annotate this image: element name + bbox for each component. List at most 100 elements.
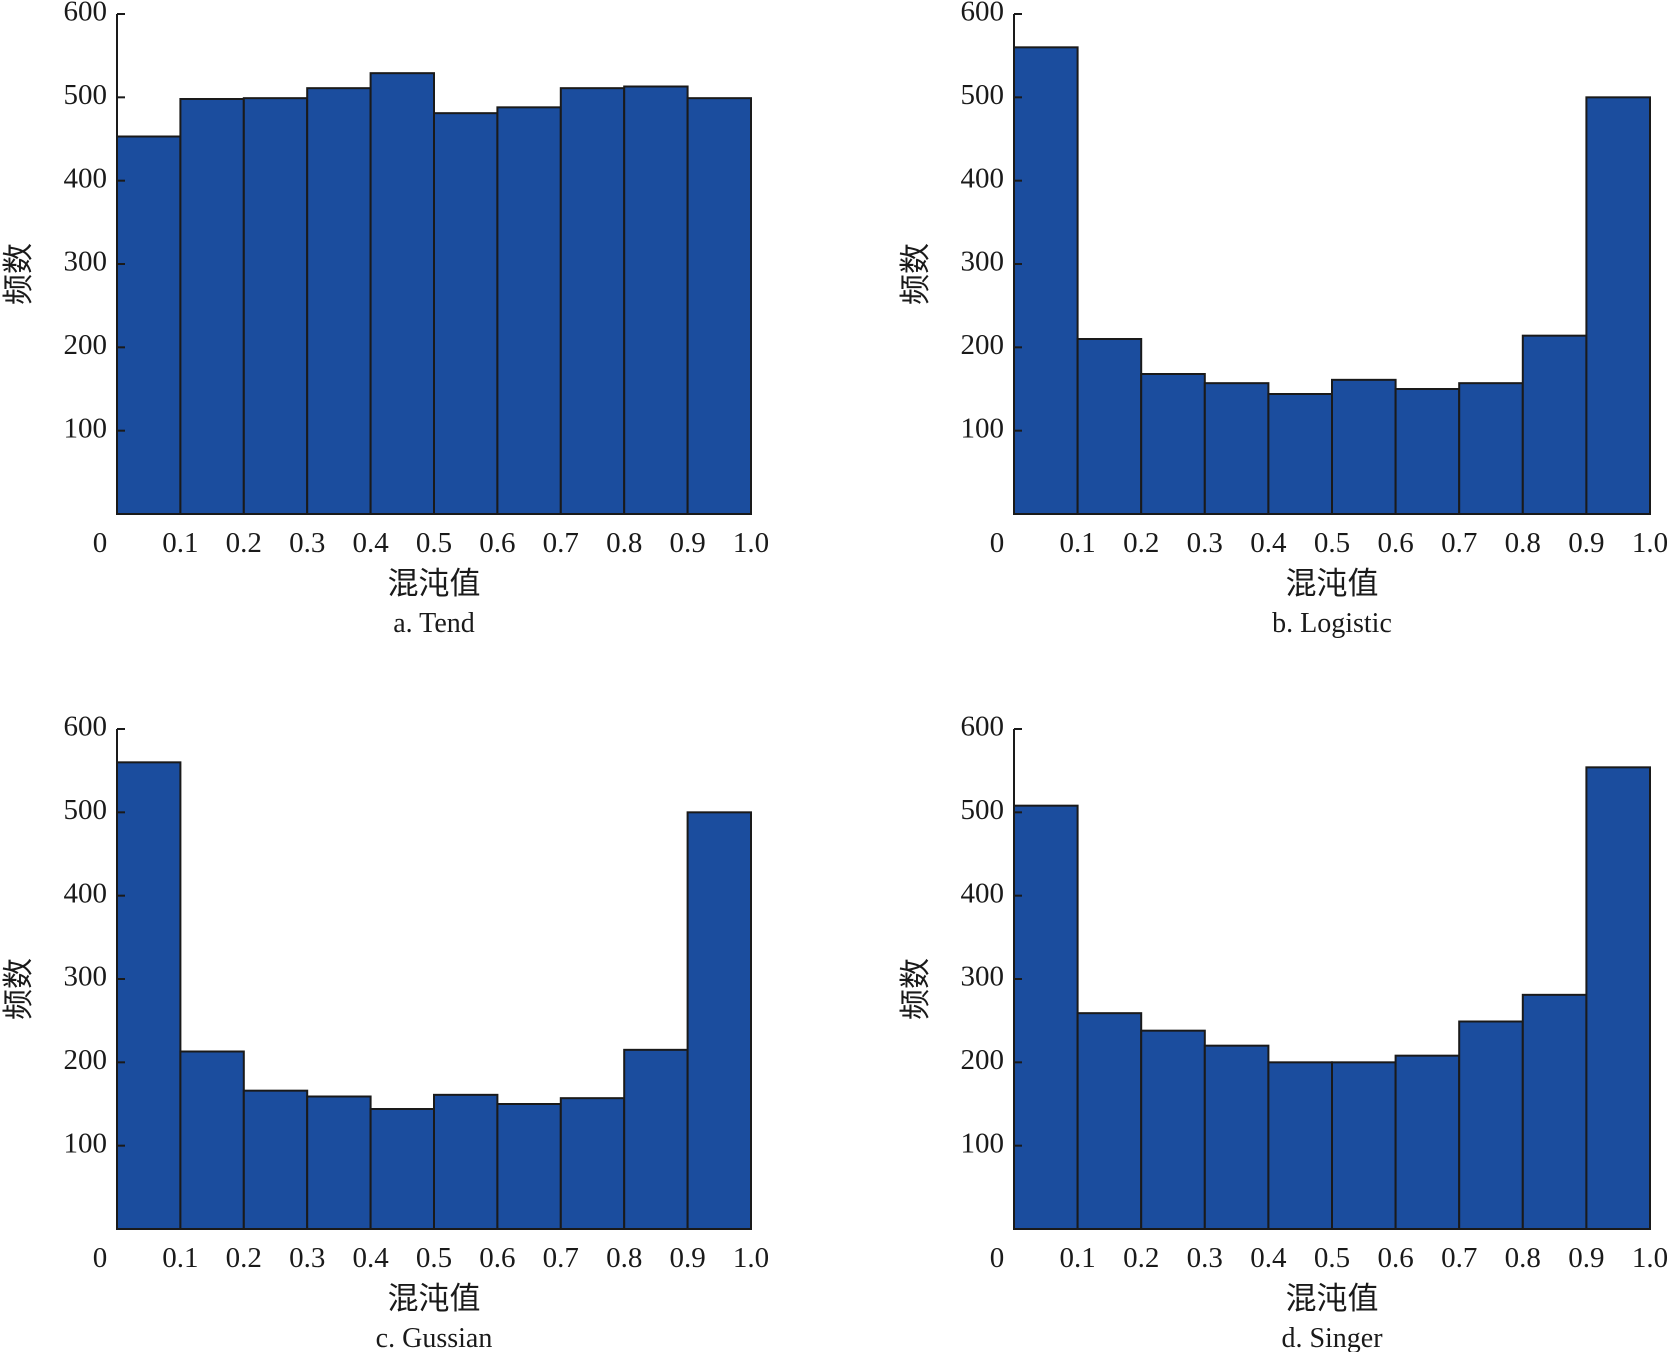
histogram-bar <box>1458 382 1524 515</box>
x-tick-label: 0.9 <box>669 527 705 559</box>
x-tick-label: 0.7 <box>1441 1242 1477 1274</box>
y-tick-label: 100 <box>64 412 108 444</box>
x-tick-label: 0.7 <box>543 527 579 559</box>
x-tick-label: 0.5 <box>1314 527 1350 559</box>
x-tick-label: 0.6 <box>479 527 515 559</box>
chart-panel-2: 100 200 300 400 500 600 0 0.1 0.2 0.3 0.4 0.5 0.6 0.7… <box>898 0 1668 639</box>
histogram-bar <box>686 97 752 516</box>
x-tick-label: 0.4 <box>1250 527 1287 559</box>
x-tick-label: 0.3 <box>1187 527 1223 559</box>
y-tick-label: 600 <box>961 711 1005 743</box>
histogram-bar <box>1394 1054 1461 1230</box>
histogram-bar <box>1140 373 1206 515</box>
x-tick-label: 1.0 <box>1632 527 1668 559</box>
histogram-bar <box>623 85 689 515</box>
y-tick-label: 200 <box>961 329 1005 361</box>
histogram-bar <box>496 106 562 515</box>
histogram-bar <box>496 1103 562 1230</box>
histogram-bar <box>116 135 182 515</box>
x-tick-label: 0.2 <box>226 527 262 559</box>
x-tick-label: 0.9 <box>1568 527 1604 559</box>
histogram-bar <box>1585 96 1652 515</box>
chart-caption: a. Tend <box>393 608 475 639</box>
histogram-bar <box>1013 804 1079 1231</box>
x-axis-title: 混沌值 <box>388 1281 481 1316</box>
histogram-bar <box>559 1097 626 1230</box>
x-tick-label: 0.4 <box>1250 1242 1287 1274</box>
x-tick-label: 0.8 <box>606 527 642 559</box>
histogram-bar <box>242 97 309 516</box>
y-tick-label: 100 <box>961 412 1005 444</box>
y-axis-title: 频数 <box>1 958 36 1020</box>
histogram-bar <box>1267 393 1334 515</box>
histogram-bar <box>306 87 372 516</box>
histogram-bar <box>1521 334 1588 515</box>
histogram-bar <box>369 72 436 516</box>
histogram-bar <box>433 1093 499 1231</box>
x-tick-label: 0.3 <box>289 1242 325 1274</box>
x-tick-label: 0.7 <box>543 1242 579 1274</box>
histogram-bar <box>1331 378 1397 516</box>
x-axis-title: 混沌值 <box>1286 566 1379 601</box>
x-tick-label: 0.9 <box>669 1242 705 1274</box>
y-tick-label: 400 <box>961 877 1005 909</box>
x-tick-label: 0.8 <box>606 1242 642 1274</box>
histogram-bar <box>623 1048 689 1231</box>
y-tick-label: 400 <box>961 162 1005 194</box>
y-tick-label: 300 <box>961 246 1005 278</box>
histogram-bar <box>1203 1044 1270 1230</box>
chart-panel-3: 100 200 300 400 500 600 0 0.1 0.2 0.3 0.4 0.5 0.6 0.7… <box>1 711 769 1352</box>
x-tick-label: 0.2 <box>1123 527 1159 559</box>
x-tick-label: 0.1 <box>162 527 198 559</box>
x-tick-label: 0 <box>93 1242 108 1274</box>
x-axis-title: 混沌值 <box>1286 1281 1379 1316</box>
x-tick-label: 1.0 <box>733 1242 769 1274</box>
x-tick-label: 0.5 <box>1314 1242 1350 1274</box>
histogram-bar <box>433 112 499 516</box>
x-tick-label: 0.6 <box>1377 1242 1413 1274</box>
x-tick-label: 0 <box>990 527 1005 559</box>
histogram-bar <box>1585 766 1652 1230</box>
x-tick-label: 0.5 <box>416 527 452 559</box>
y-axis-title: 频数 <box>1 243 36 305</box>
y-tick-label: 100 <box>64 1127 108 1159</box>
x-tick-label: 0.2 <box>1123 1242 1159 1274</box>
histogram-bar <box>369 1108 436 1230</box>
chart-caption: b. Logistic <box>1272 608 1392 639</box>
y-tick-label: 200 <box>961 1044 1005 1076</box>
y-axis-title: 频数 <box>898 958 933 1020</box>
y-tick-label: 500 <box>961 79 1005 111</box>
histogram-bar <box>179 98 245 515</box>
x-tick-label: 0.4 <box>352 527 389 559</box>
y-tick-label: 200 <box>64 1044 108 1076</box>
x-tick-label: 0.6 <box>1377 527 1413 559</box>
histogram-bar <box>1394 388 1461 515</box>
histogram-bar <box>1076 338 1143 515</box>
y-tick-label: 500 <box>64 79 108 111</box>
x-tick-label: 0.8 <box>1505 527 1541 559</box>
x-tick-label: 1.0 <box>1632 1242 1668 1274</box>
y-axis-title: 频数 <box>898 243 933 305</box>
x-tick-label: 0.3 <box>289 527 325 559</box>
y-tick-label: 400 <box>64 162 108 194</box>
y-tick-label: 300 <box>961 961 1005 993</box>
y-tick-label: 600 <box>961 0 1005 28</box>
histogram-bar <box>1203 382 1270 515</box>
histogram-bar <box>1331 1061 1397 1231</box>
x-tick-label: 0.8 <box>1505 1242 1541 1274</box>
histogram-bar <box>1521 993 1588 1230</box>
histogram-bar <box>179 1050 245 1230</box>
histogram-bar <box>116 761 182 1230</box>
y-tick-label: 300 <box>64 246 108 278</box>
y-tick-label: 400 <box>64 877 108 909</box>
histogram-bar <box>686 811 752 1230</box>
x-tick-label: 0.6 <box>479 1242 515 1274</box>
chart-caption: c. Gussian <box>376 1323 493 1352</box>
histogram-bar <box>1013 46 1079 515</box>
x-tick-label: 0.9 <box>1568 1242 1604 1274</box>
y-tick-label: 300 <box>64 961 108 993</box>
x-tick-label: 0.1 <box>162 1242 198 1274</box>
x-tick-label: 0.5 <box>416 1242 452 1274</box>
y-tick-label: 600 <box>64 0 108 28</box>
